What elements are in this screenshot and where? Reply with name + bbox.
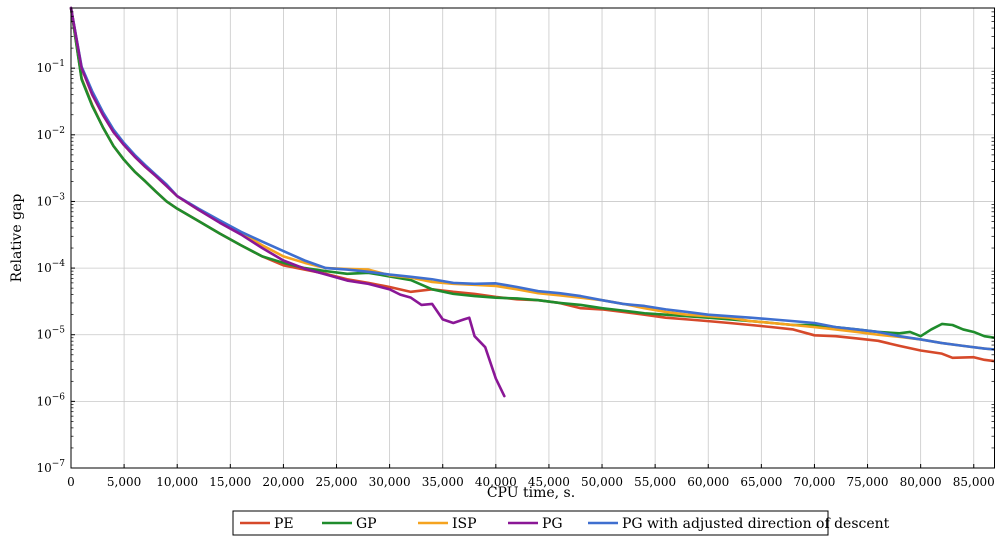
x-tick-label: 20,000 — [262, 475, 304, 489]
x-tick-label: 30,000 — [369, 475, 411, 489]
series-line-pe — [69, 6, 995, 363]
series-line-gp — [69, 6, 995, 340]
x-tick-label: 75,000 — [847, 475, 889, 489]
x-tick-label: 0 — [67, 475, 75, 489]
y-tick-label: 10−7 — [36, 459, 65, 475]
x-axis-ticks: 0 5,000 10,000 15,000 20,000 25,000 30,000 35,0… — [67, 464, 995, 489]
x-tick-label: 70,000 — [793, 475, 835, 489]
series-line-pg — [69, 6, 506, 398]
x-tick-label: 5,000 — [107, 475, 141, 489]
y-tick-label: 10−5 — [36, 326, 65, 342]
x-tick-label: 25,000 — [316, 475, 358, 489]
x-tick-label: 10,000 — [156, 475, 198, 489]
legend-label: GP — [356, 516, 377, 532]
y-tick-label: 10−4 — [36, 259, 65, 275]
legend: PE GP ISP PG PG with adjusted direction of d… — [232, 510, 890, 536]
x-tick-label: 80,000 — [900, 475, 942, 489]
y-tick-label: 10−3 — [36, 192, 65, 208]
y-tick-label: 10−2 — [36, 126, 65, 142]
y-tick-label: 10−6 — [36, 392, 65, 408]
series-lines — [69, 6, 995, 398]
x-axis-label: CPU time, s. — [487, 485, 575, 501]
legend-label: ISP — [452, 516, 477, 532]
plot-frame — [70, 7, 995, 469]
legend-label: PG — [542, 516, 563, 532]
x-tick-label: 65,000 — [740, 475, 782, 489]
x-tick-label: 45,000 — [528, 475, 570, 489]
x-tick-label: 60,000 — [687, 475, 729, 489]
legend-label: PE — [274, 516, 294, 532]
x-tick-label: 50,000 — [581, 475, 623, 489]
x-tick-label: 55,000 — [634, 475, 676, 489]
grid — [70, 8, 995, 469]
y-axis-ticks: 10−7 10−6 10−5 10−4 10−3 10−2 10−1 — [36, 7, 994, 475]
x-tick-label: 15,000 — [209, 475, 251, 489]
y-axis-label: Relative gap — [9, 194, 25, 283]
series-line-pg-with-adjusted-direction-of-descent — [69, 6, 995, 351]
y-tick-label: 10−1 — [36, 59, 65, 75]
series-line-isp — [69, 6, 995, 351]
x-tick-label: 40,000 — [475, 475, 517, 489]
x-tick-label: 35,000 — [422, 475, 464, 489]
legend-label: PG with adjusted direction of descent — [622, 516, 890, 532]
x-tick-label: 85,000 — [953, 475, 995, 489]
